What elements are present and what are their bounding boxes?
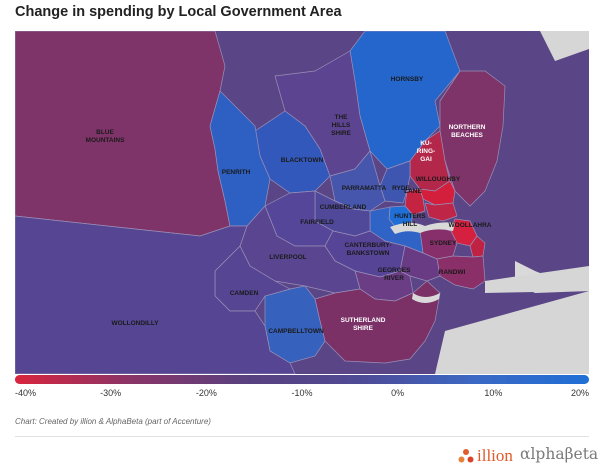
color-scale-bar bbox=[15, 375, 589, 384]
illion-logo: illion bbox=[458, 446, 513, 466]
scale-tick-label: 20% bbox=[570, 388, 589, 398]
label-fairfield: FAIRFIELD bbox=[300, 219, 334, 226]
label-sydney: SYDNEY bbox=[430, 240, 457, 247]
label-liverpool: LIVERPOOL bbox=[269, 254, 307, 261]
label-cumberland: CUMBERLAND bbox=[320, 204, 367, 211]
label-the-hills: THE HILLS SHIRE bbox=[331, 114, 352, 137]
label-hunters-hill: HUNTERS HILL bbox=[394, 213, 426, 228]
illion-logo-icon bbox=[458, 449, 474, 463]
scale-tick-label: 0% bbox=[391, 388, 405, 398]
label-hornsby: HORNSBY bbox=[391, 76, 424, 83]
river-water bbox=[412, 293, 440, 303]
color-scale-ticks: -40% -30% -20% -10% 0% 10% 20% bbox=[15, 388, 589, 402]
scale-tick-label: -30% bbox=[100, 388, 122, 398]
label-willoughby: WILLOUGHBY bbox=[416, 176, 461, 183]
scale-tick-label: -40% bbox=[15, 388, 37, 398]
label-ku-ring-gai: KU-RING-GAI bbox=[417, 140, 435, 163]
label-northern-beaches: NORTHERN BEACHES bbox=[449, 124, 486, 139]
lga-blue-mountains[interactable] bbox=[15, 31, 231, 237]
label-randwick: RANDWI bbox=[439, 269, 466, 276]
illion-logo-text: illion bbox=[477, 446, 513, 465]
chart-title: Change in spending by Local Government A… bbox=[15, 4, 342, 20]
scale-tick-label: 10% bbox=[484, 388, 503, 398]
label-woollahra: WOOLLAHRA bbox=[449, 222, 492, 229]
label-camden: CAMDEN bbox=[230, 290, 259, 297]
lga-sutherland[interactable] bbox=[314, 280, 441, 364]
footer-divider bbox=[15, 436, 589, 437]
harbour-water bbox=[390, 222, 455, 234]
label-canterbury-bankstown: CANTERBURY-BANKSTOWN bbox=[344, 242, 391, 257]
lga-north-sydney[interactable] bbox=[424, 202, 458, 222]
label-blacktown: BLACKTOWN bbox=[281, 157, 324, 164]
alphabeta-logo: αlphaβeta bbox=[520, 445, 599, 463]
choropleth-map: BLUE MOUNTAINS HORNSBY THE HILLS SHIRE NORT… bbox=[15, 31, 589, 374]
label-parramatta: PARRAMATTA bbox=[342, 185, 387, 192]
label-blue-mountains: BLUE MOUNTAINS bbox=[86, 129, 126, 144]
label-sutherland: SUTHERLAND SHIRE bbox=[341, 317, 386, 332]
chart-credit: Chart: Created by illion & AlphaBeta (pa… bbox=[15, 417, 211, 426]
label-penrith: PENRITH bbox=[222, 169, 251, 176]
label-campbelltown: CAMPBELLTOWN bbox=[268, 328, 324, 335]
lga-willoughby[interactable] bbox=[419, 180, 456, 206]
label-georges-river: GEORGES RIVER bbox=[378, 267, 412, 282]
scale-tick-label: -20% bbox=[195, 388, 217, 398]
label-ryde: RYDE bbox=[392, 185, 410, 192]
scale-tick-label: -10% bbox=[291, 388, 313, 398]
lga-wollondilly[interactable] bbox=[15, 215, 296, 374]
label-lane: LANE bbox=[404, 188, 422, 195]
label-wollondilly: WOLLONDILLY bbox=[111, 320, 159, 327]
lga-waverley[interactable] bbox=[469, 235, 486, 258]
